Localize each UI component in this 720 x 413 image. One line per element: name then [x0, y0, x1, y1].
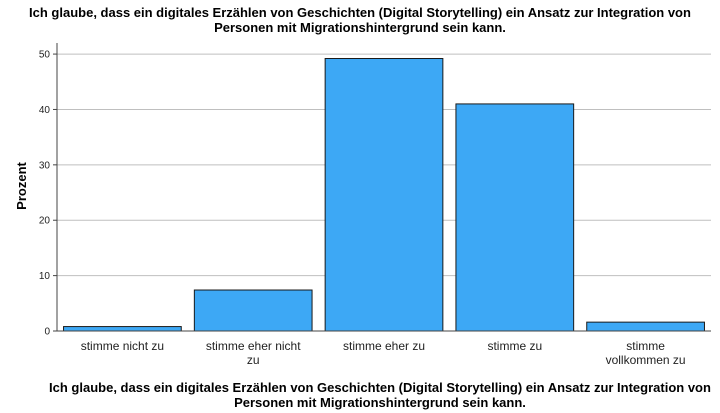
- x-category-label-line: stimme nicht zu: [81, 339, 164, 353]
- y-tick-label-30: 30: [39, 160, 51, 171]
- axes: [53, 43, 711, 332]
- chart-title: Ich glaube, dass ein digitales Erzählen …: [29, 5, 691, 35]
- x-category-label-line: stimme eher zu: [343, 339, 425, 353]
- bars: [63, 58, 705, 332]
- y-tick-label-50: 50: [39, 50, 51, 61]
- x-category-label-3: stimme eher zu: [343, 339, 425, 353]
- y-axis-title: Prozent: [14, 161, 29, 209]
- y-tick-labels: 0 10 20 30 40 50: [39, 50, 51, 338]
- y-tick-label-40: 40: [39, 105, 51, 116]
- bar-1: [63, 326, 182, 332]
- x-category-label-line: zu: [247, 353, 260, 367]
- x-category-label-1: stimme nicht zu: [81, 339, 164, 353]
- x-category-labels: stimme nicht zu stimme eher nicht zustimme…: [81, 339, 686, 367]
- bar-5: [586, 321, 705, 332]
- x-category-label-line: stimme zu: [487, 339, 542, 353]
- y-tick-label-0: 0: [44, 327, 50, 338]
- bar-3: [324, 58, 444, 332]
- x-category-label-4: stimme zu: [487, 339, 542, 353]
- x-category-label-line: vollkommen zu: [606, 353, 686, 367]
- x-category-label-5: stimme vollkommen zu: [606, 339, 686, 367]
- bar-4: [455, 103, 575, 332]
- x-category-label-2: stimme eher nicht zu: [206, 339, 301, 367]
- x-category-label-line: stimme eher nicht: [206, 339, 301, 353]
- x-category-label-line: stimme: [626, 339, 665, 353]
- x-axis-title: Ich glaube, dass ein digitales Erzählen …: [49, 380, 711, 410]
- y-tick-label-20: 20: [39, 216, 51, 227]
- bar-2: [193, 289, 313, 332]
- y-tick-label-10: 10: [39, 271, 51, 282]
